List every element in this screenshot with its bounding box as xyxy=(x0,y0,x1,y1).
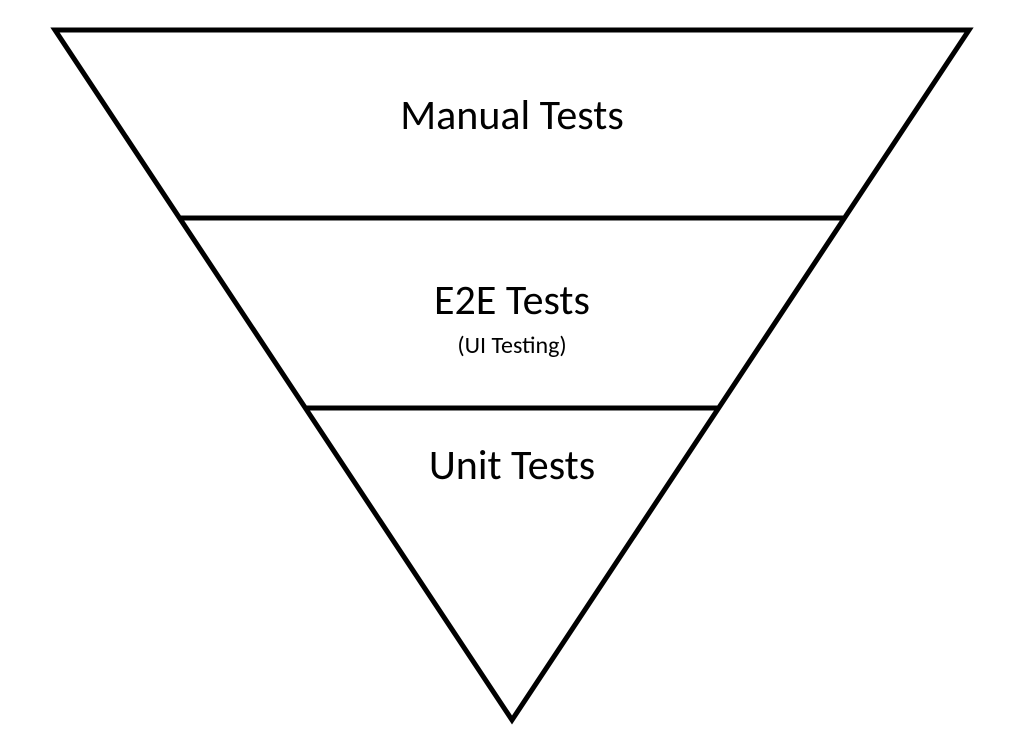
section-label-unit: Unit Tests xyxy=(262,440,762,491)
section-text-unit: Unit Tests xyxy=(429,440,595,491)
section-text-manual: Manual Tests xyxy=(400,90,624,141)
inverted-testing-pyramid: Manual Tests E2E Tests (UI Testing) Unit… xyxy=(0,0,1024,737)
section-label-e2e: E2E Tests xyxy=(262,275,762,326)
section-text-e2e: E2E Tests xyxy=(434,275,590,326)
section-sublabel-e2e: (UI Testing) xyxy=(262,331,762,360)
section-subtext-e2e: (UI Testing) xyxy=(457,331,566,360)
section-label-manual: Manual Tests xyxy=(262,90,762,141)
